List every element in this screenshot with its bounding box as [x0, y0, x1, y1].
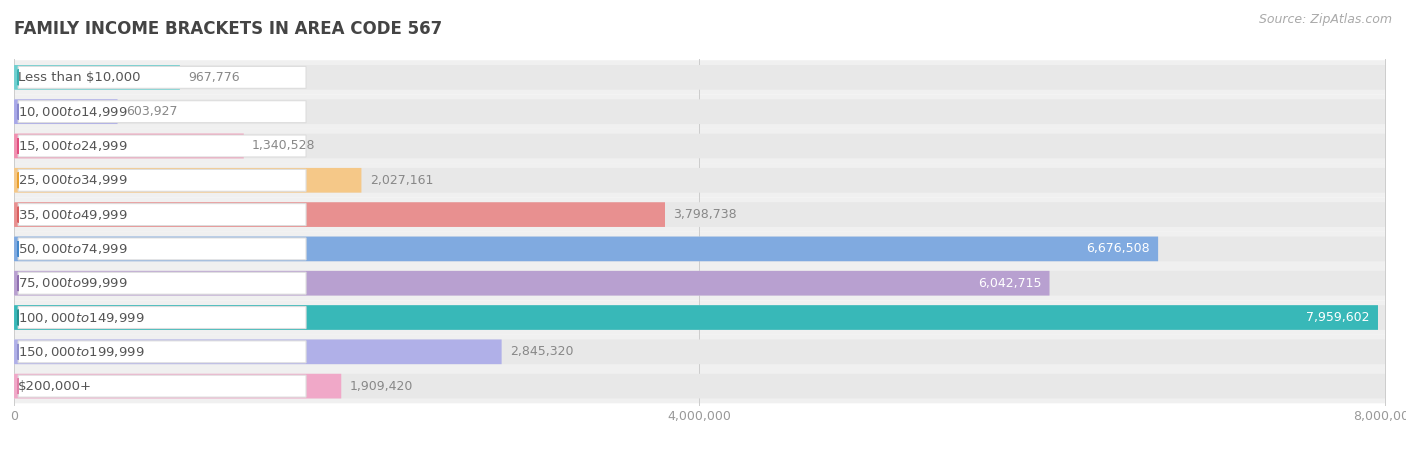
Text: $100,000 to $149,999: $100,000 to $149,999 [18, 310, 145, 324]
FancyBboxPatch shape [18, 341, 307, 363]
FancyBboxPatch shape [14, 163, 1385, 198]
Text: $10,000 to $14,999: $10,000 to $14,999 [18, 105, 128, 119]
FancyBboxPatch shape [14, 168, 361, 193]
Text: 967,776: 967,776 [188, 71, 240, 84]
Text: $75,000 to $99,999: $75,000 to $99,999 [18, 276, 128, 290]
Text: FAMILY INCOME BRACKETS IN AREA CODE 567: FAMILY INCOME BRACKETS IN AREA CODE 567 [14, 20, 443, 38]
FancyBboxPatch shape [18, 306, 307, 328]
FancyBboxPatch shape [14, 339, 502, 364]
FancyBboxPatch shape [18, 67, 307, 88]
FancyBboxPatch shape [14, 94, 1385, 129]
FancyBboxPatch shape [18, 375, 307, 397]
Text: $35,000 to $49,999: $35,000 to $49,999 [18, 207, 128, 221]
Text: 1,340,528: 1,340,528 [252, 140, 315, 153]
Text: 2,027,161: 2,027,161 [370, 174, 433, 187]
FancyBboxPatch shape [14, 65, 1385, 90]
FancyBboxPatch shape [14, 198, 1385, 232]
FancyBboxPatch shape [14, 237, 1159, 261]
FancyBboxPatch shape [14, 99, 1385, 124]
FancyBboxPatch shape [14, 202, 1385, 227]
FancyBboxPatch shape [14, 168, 1385, 193]
Text: $15,000 to $24,999: $15,000 to $24,999 [18, 139, 128, 153]
FancyBboxPatch shape [14, 305, 1378, 330]
Text: $150,000 to $199,999: $150,000 to $199,999 [18, 345, 145, 359]
FancyBboxPatch shape [14, 99, 118, 124]
Text: 603,927: 603,927 [125, 105, 177, 118]
FancyBboxPatch shape [14, 232, 1385, 266]
FancyBboxPatch shape [14, 237, 1385, 261]
Text: 6,042,715: 6,042,715 [977, 277, 1042, 290]
FancyBboxPatch shape [14, 271, 1385, 296]
FancyBboxPatch shape [14, 65, 180, 90]
Text: Source: ZipAtlas.com: Source: ZipAtlas.com [1258, 14, 1392, 27]
FancyBboxPatch shape [14, 266, 1385, 300]
FancyBboxPatch shape [14, 339, 1385, 364]
FancyBboxPatch shape [14, 271, 1049, 296]
FancyBboxPatch shape [18, 272, 307, 294]
FancyBboxPatch shape [14, 369, 1385, 403]
Text: 7,959,602: 7,959,602 [1306, 311, 1369, 324]
Text: 1,909,420: 1,909,420 [350, 380, 413, 393]
Text: $50,000 to $74,999: $50,000 to $74,999 [18, 242, 128, 256]
FancyBboxPatch shape [14, 134, 243, 158]
FancyBboxPatch shape [18, 169, 307, 191]
Text: $200,000+: $200,000+ [18, 380, 93, 393]
FancyBboxPatch shape [14, 374, 1385, 399]
FancyBboxPatch shape [14, 335, 1385, 369]
Text: $25,000 to $34,999: $25,000 to $34,999 [18, 173, 128, 187]
FancyBboxPatch shape [18, 101, 307, 123]
FancyBboxPatch shape [18, 203, 307, 225]
FancyBboxPatch shape [14, 129, 1385, 163]
Text: 2,845,320: 2,845,320 [510, 345, 574, 358]
Text: Less than $10,000: Less than $10,000 [18, 71, 141, 84]
Text: 6,676,508: 6,676,508 [1087, 243, 1150, 256]
FancyBboxPatch shape [18, 238, 307, 260]
FancyBboxPatch shape [14, 202, 665, 227]
FancyBboxPatch shape [14, 374, 342, 399]
FancyBboxPatch shape [14, 305, 1385, 330]
FancyBboxPatch shape [18, 135, 307, 157]
FancyBboxPatch shape [14, 60, 1385, 94]
FancyBboxPatch shape [14, 134, 1385, 158]
Text: 3,798,738: 3,798,738 [673, 208, 737, 221]
FancyBboxPatch shape [14, 300, 1385, 335]
